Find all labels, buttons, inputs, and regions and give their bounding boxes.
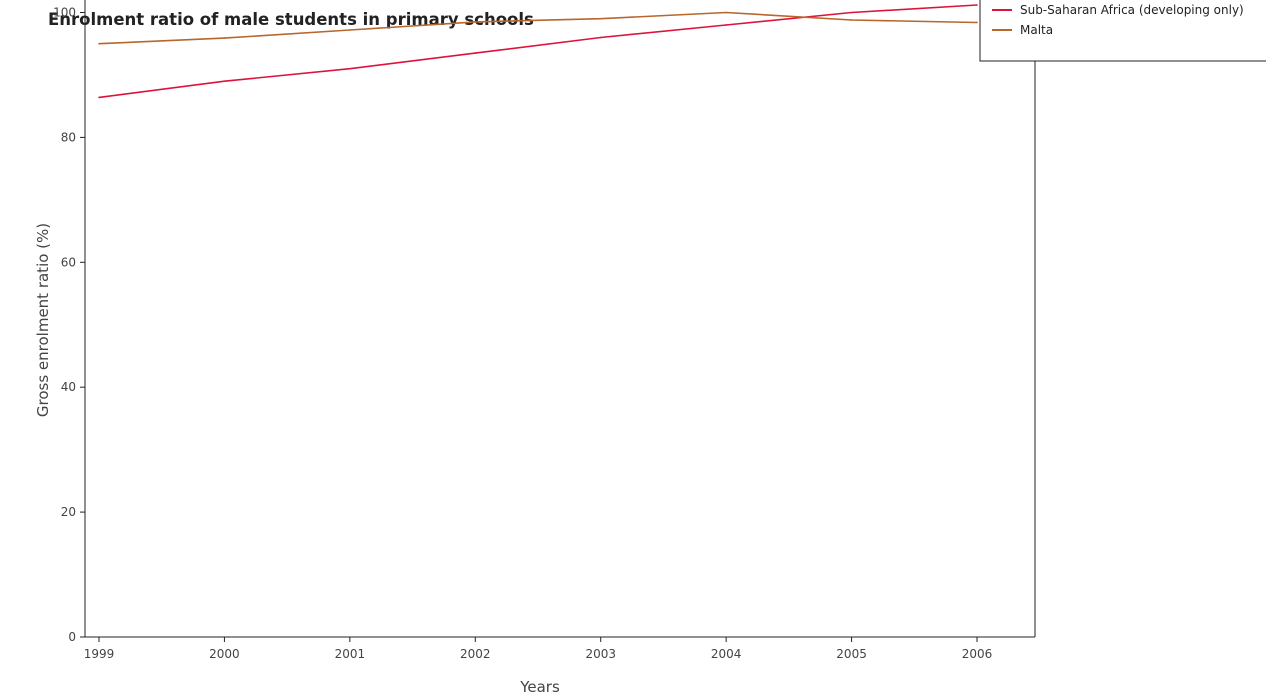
series-1-point (223, 37, 226, 39)
series-0-point (223, 80, 226, 82)
legend: Sub-Saharan Africa (developing only) Mal… (979, 0, 1266, 62)
series-0-point (725, 24, 727, 26)
y-tick-label: 20 (61, 505, 76, 519)
legend-label-sub-saharan: Sub-Saharan Africa (developing only) (1020, 3, 1244, 17)
chart-title: Enrolment ratio of male students in prim… (48, 10, 534, 29)
x-tick-label: 2004 (711, 647, 742, 661)
y-tick-label: 40 (61, 380, 76, 394)
series-1-point (976, 21, 978, 24)
series-1-point (349, 29, 351, 31)
series-0-point (850, 11, 853, 14)
y-tick-label: 60 (61, 255, 76, 269)
legend-box (979, 0, 1266, 62)
series-0-point (474, 52, 477, 54)
x-tick-label: 2003 (585, 647, 616, 661)
legend-label-malta: Malta (1020, 23, 1053, 37)
series-1-point (98, 42, 100, 45)
series-layer (98, 4, 978, 99)
series-line-1 (98, 11, 978, 45)
series-0-point (599, 36, 602, 39)
series-0-point (98, 96, 100, 99)
x-tick-label: 1999 (84, 647, 115, 661)
series-0-point (349, 67, 351, 70)
y-tick-label: 80 (61, 130, 76, 144)
x-tick-label: 2001 (335, 647, 366, 661)
x-tick-label: 2000 (209, 647, 240, 661)
x-tick-label: 2005 (836, 647, 867, 661)
series-0-point (976, 4, 978, 6)
y-axis-label: Gross enrolment ratio (%) (34, 223, 52, 417)
series-1-point (474, 21, 477, 23)
x-tick-label: 2002 (460, 647, 491, 661)
series-1-point (599, 17, 602, 20)
series-1-point (850, 19, 853, 21)
y-axis: 0 20 40 60 80 100 (53, 5, 85, 644)
x-axis: 1999 2000 2001 2002 2003 2004 2005 2006 (84, 637, 993, 661)
series-line-0 (98, 4, 978, 99)
x-tick-label: 2006 (962, 647, 993, 661)
plot-frame (84, 0, 1036, 638)
y-tick-label: 100 (53, 5, 76, 19)
y-tick-label: 0 (68, 630, 76, 644)
series-1-point (725, 11, 727, 14)
x-axis-label: Years (519, 678, 560, 696)
